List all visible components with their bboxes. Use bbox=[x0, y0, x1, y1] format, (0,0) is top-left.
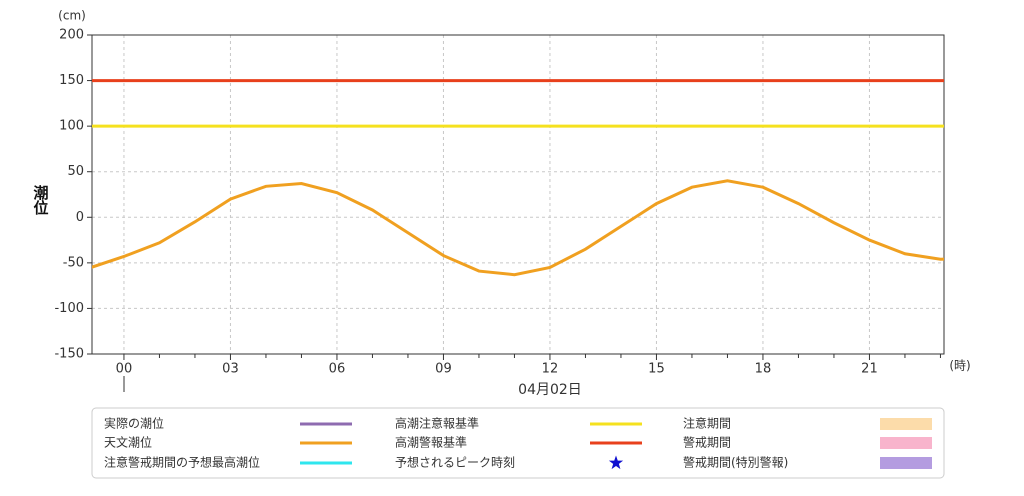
legend-label: 高潮警報基準 bbox=[395, 435, 467, 450]
legend-swatch bbox=[880, 437, 932, 449]
y-unit: (cm) bbox=[58, 9, 86, 23]
legend-label: 警戒期間 bbox=[683, 435, 731, 450]
y-tick-label: -150 bbox=[54, 347, 84, 362]
y-tick-label: 150 bbox=[59, 73, 84, 88]
legend-swatch bbox=[608, 455, 624, 470]
legend-label: 注意警戒期間の予想最高潮位 bbox=[104, 455, 260, 470]
x-tick-label: 09 bbox=[435, 362, 452, 377]
x-tick-label: 06 bbox=[329, 362, 346, 377]
legend-label: 実際の潮位 bbox=[104, 416, 164, 431]
y-tick-label: 0 bbox=[76, 210, 84, 225]
legend-label: 注意期間 bbox=[683, 416, 731, 431]
y-tick-label: 50 bbox=[67, 164, 84, 179]
legend-label: 高潮注意報基準 bbox=[395, 416, 479, 431]
legend-swatch bbox=[880, 418, 932, 430]
legend-swatch bbox=[880, 457, 932, 469]
x-tick-label: 21 bbox=[861, 362, 878, 377]
plot-frame bbox=[91, 34, 945, 355]
x-tick-label: 00 bbox=[116, 362, 133, 377]
legend-label: 天文潮位 bbox=[104, 435, 152, 450]
x-tick-label: 03 bbox=[222, 362, 239, 377]
x-tick-label: 12 bbox=[542, 362, 559, 377]
tide-line bbox=[92, 179, 944, 277]
x-tick-label: 15 bbox=[648, 362, 665, 377]
date-label: 04月02日 bbox=[518, 382, 582, 398]
legend-label: 予想されるピーク時刻 bbox=[395, 455, 515, 470]
y-axis-label: 潮位 bbox=[32, 184, 50, 215]
x-tick-label: 18 bbox=[755, 362, 772, 377]
y-tick-label: -50 bbox=[63, 255, 84, 270]
legend-label: 警戒期間(特別警報) bbox=[683, 455, 788, 470]
y-tick-label: 100 bbox=[59, 119, 84, 134]
x-unit: (時) bbox=[949, 359, 970, 373]
y-tick-label: -100 bbox=[54, 301, 84, 316]
y-tick-label: 200 bbox=[59, 28, 84, 43]
